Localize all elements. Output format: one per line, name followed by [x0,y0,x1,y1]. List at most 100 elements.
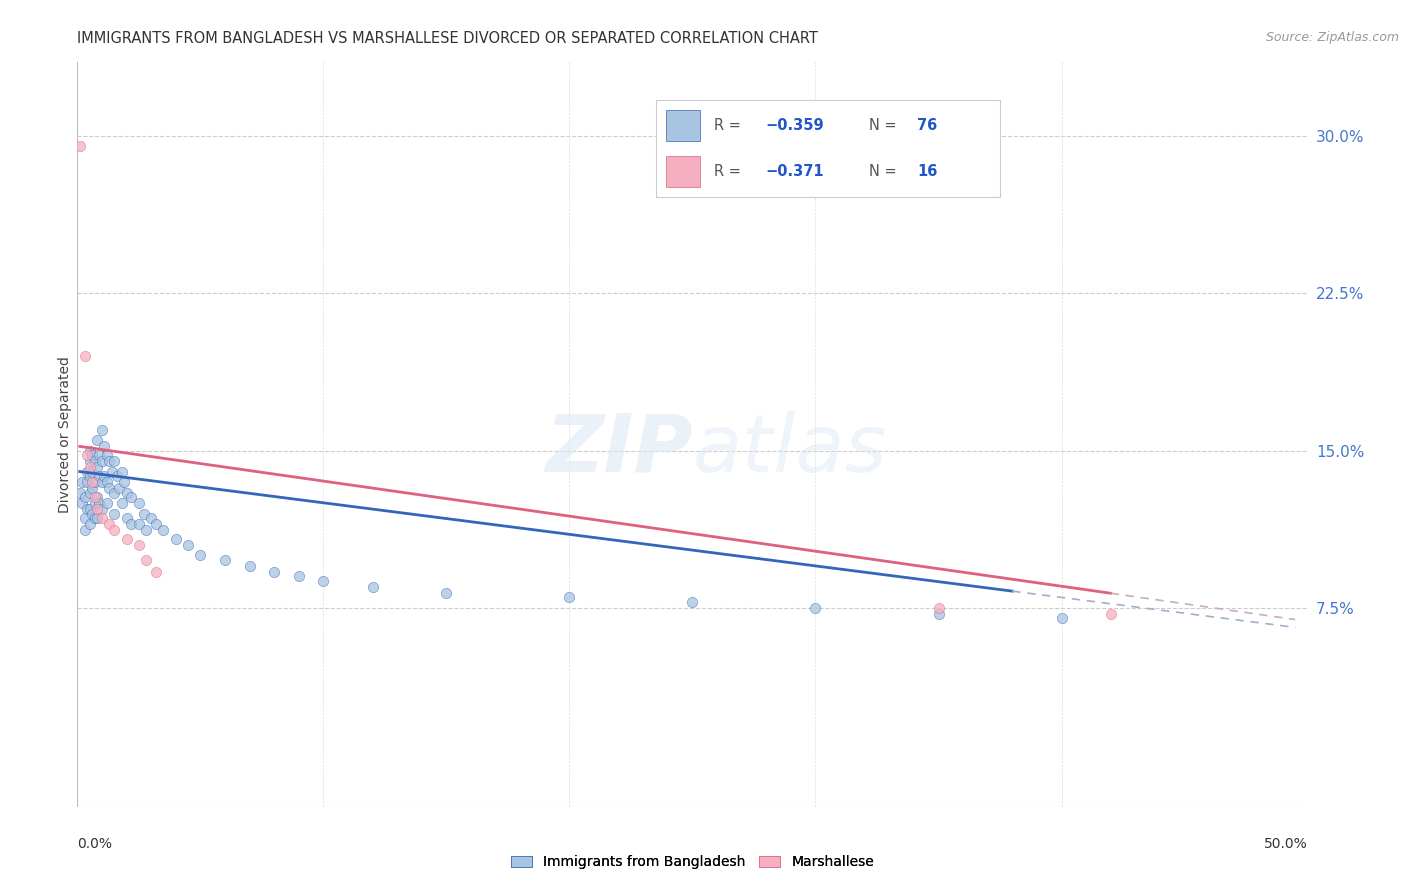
Point [93,439,115,453]
Point [96,475,118,489]
Point [98,481,121,495]
Point [105,468,128,483]
Point [111,465,132,479]
Text: R =: R = [714,119,741,133]
Point [90,510,114,524]
Point [145,516,167,531]
FancyBboxPatch shape [666,156,700,186]
Text: atlas: atlas [693,410,887,489]
Point [76,475,98,489]
Point [128,516,150,531]
Point [86,433,108,447]
Text: IMMIGRANTS FROM BANGLADESH VS MARSHALLESE DIVORCED OR SEPARATED CORRELATION CHAR: IMMIGRANTS FROM BANGLADESH VS MARSHALLES… [77,31,818,46]
Point [82,481,104,495]
Point [214,552,236,566]
Point [98,454,121,468]
Point [128,496,150,510]
Point [177,538,200,552]
Point [83,475,105,489]
Point [83,490,105,504]
Point [165,532,187,546]
Point [82,448,104,462]
Point [1050,611,1073,625]
Point [79,454,101,468]
Point [101,465,124,479]
Point [82,475,104,489]
Point [111,496,132,510]
Point [96,496,118,510]
Point [115,485,138,500]
Point [79,502,101,516]
Point [86,502,108,516]
Text: 0.0%: 0.0% [77,838,112,851]
Point [312,574,335,588]
FancyBboxPatch shape [655,100,1000,196]
Point [90,475,114,489]
Point [90,454,114,468]
Text: N =: N = [869,119,897,133]
Point [90,502,114,516]
Point [79,516,101,531]
Point [263,566,285,580]
Point [86,460,108,475]
Point [89,496,111,510]
Point [558,591,581,605]
Point [804,601,827,615]
Text: R =: R = [714,164,741,178]
Point [436,586,458,600]
Point [73,349,96,363]
Point [79,460,101,475]
Text: N =: N = [869,164,897,178]
Point [73,524,96,538]
Point [115,532,138,546]
Text: 16: 16 [917,164,938,178]
Point [112,475,135,489]
Point [79,485,101,500]
Point [135,524,157,538]
Point [121,490,143,504]
Point [70,475,93,489]
Point [103,524,125,538]
Point [128,538,150,552]
FancyBboxPatch shape [666,111,700,141]
Point [89,468,111,483]
Point [79,443,101,458]
Point [82,465,104,479]
Text: 76: 76 [917,119,938,133]
Point [76,465,98,479]
Point [86,490,108,504]
Point [82,507,104,521]
Point [69,139,91,153]
Point [76,448,98,462]
Point [83,454,105,468]
Point [73,490,96,504]
Text: Source: ZipAtlas.com: Source: ZipAtlas.com [1265,31,1399,45]
Point [682,594,704,608]
Point [288,569,311,583]
Point [108,481,131,495]
Point [239,559,262,574]
Point [103,507,125,521]
Point [928,607,950,622]
Point [115,510,138,524]
Point [79,468,101,483]
Point [96,448,118,462]
Text: 50.0%: 50.0% [1264,838,1308,851]
Point [152,524,174,538]
Point [190,549,212,563]
Point [89,448,111,462]
Point [103,485,125,500]
Point [98,516,121,531]
Text: −0.359: −0.359 [766,119,824,133]
Point [90,423,114,437]
Point [93,468,115,483]
Point [86,510,108,524]
Point [135,552,157,566]
Point [121,516,143,531]
Point [1099,607,1122,622]
Point [361,580,384,594]
Point [73,510,96,524]
Y-axis label: Divorced or Separated: Divorced or Separated [58,357,72,513]
Point [69,485,91,500]
Text: −0.371: −0.371 [766,164,824,178]
